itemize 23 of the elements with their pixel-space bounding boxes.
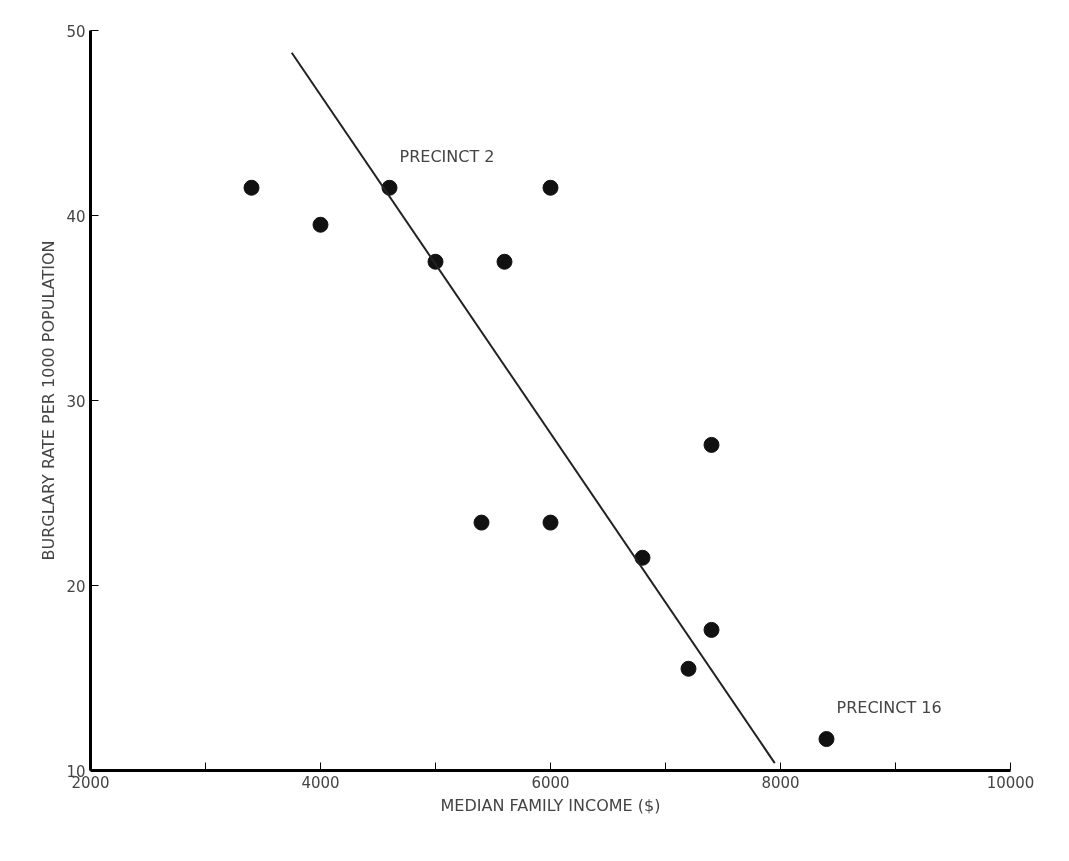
point: [634, 549, 651, 566]
x-axis-title: MEDIAN FAMILY INCOME ($): [440, 795, 661, 815]
point: [818, 731, 835, 748]
point: [703, 436, 720, 453]
point: [496, 253, 513, 270]
annotation: PRECINCT 16: [836, 698, 942, 718]
point: [312, 216, 329, 233]
point: [473, 514, 490, 531]
point: [542, 514, 559, 531]
x-tick-label: 6000: [531, 773, 570, 792]
y-tick-label: 30: [66, 392, 86, 411]
point: [703, 621, 720, 638]
point: [243, 179, 260, 196]
point: [542, 179, 559, 196]
x-tick-label: 10000: [986, 773, 1035, 792]
x-tick-label: 4000: [301, 773, 340, 792]
y-tick-label: 20: [66, 577, 86, 596]
y-tick-label: 50: [66, 22, 86, 41]
annotation: PRECINCT 2: [399, 146, 495, 166]
x-tick-label: 8000: [761, 773, 800, 792]
point: [680, 660, 697, 677]
y-tick-label: 40: [66, 207, 86, 226]
y-axis-title: BURGLARY RATE PER 1000 POPULATION: [39, 240, 59, 561]
